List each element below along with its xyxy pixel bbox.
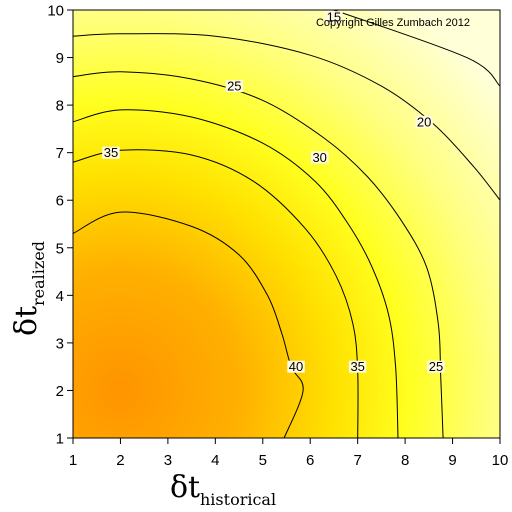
- contour-lines: [73, 10, 500, 438]
- x-tick-label: 1: [69, 452, 77, 469]
- y-tick-label: 8: [56, 98, 64, 115]
- x-tick-label: 2: [116, 452, 124, 469]
- contour-label-bg: [287, 360, 305, 373]
- y-tick-label: 7: [56, 145, 64, 162]
- contour-label-bg: [415, 115, 433, 128]
- y-tick-label: 9: [56, 50, 64, 67]
- y-tick-label: 5: [56, 240, 64, 257]
- contour-label-bg: [225, 80, 244, 93]
- copyright-text: Copyright Gilles Zumbach 2012: [316, 17, 470, 29]
- x-tick-label: 8: [401, 452, 409, 469]
- x-tick-label: 5: [259, 452, 267, 469]
- contour-line-30: [73, 109, 399, 438]
- contour-label-15: 15: [327, 10, 341, 25]
- contour-label-bg: [311, 151, 329, 164]
- contour-label-25-1: 25: [227, 79, 241, 94]
- contour-label-35-2: 35: [350, 359, 364, 374]
- x-tick-label: 4: [211, 452, 219, 469]
- x-axis-ticks: 1 2 3 4 5 6 7 8 9 10: [69, 438, 509, 469]
- y-axis-label: δt realized: [9, 241, 48, 336]
- y-tick-label: 10: [47, 3, 64, 20]
- x-tick-label: 7: [353, 452, 361, 469]
- contour-label-bg: [348, 360, 367, 373]
- y-axis-ticks: 1 2 3 4 5 6 7 8 9 10: [47, 3, 73, 448]
- x-axis-label-subscript: historical: [200, 490, 276, 509]
- contour-line-35: [73, 149, 359, 438]
- y-tick-label: 4: [56, 288, 64, 305]
- contour-label-30: 30: [312, 150, 326, 165]
- y-tick-label: 1: [56, 431, 64, 448]
- contour-line-40: [73, 211, 304, 438]
- x-tick-label: 6: [306, 452, 314, 469]
- contour-line-25: [73, 71, 444, 438]
- contour-label-20: 20: [417, 114, 431, 129]
- x-axis-label-symbol: δt: [170, 470, 200, 505]
- contour-label-bg: [427, 360, 445, 373]
- contour-line-20: [73, 33, 500, 201]
- y-tick-label: 2: [56, 383, 64, 400]
- x-axis-label: δt historical: [170, 470, 276, 509]
- contour-labels: 15 20 25 25 30 35 35 40: [102, 10, 445, 374]
- y-axis-label-subscript: realized: [29, 241, 48, 306]
- y-tick-label: 6: [56, 193, 64, 210]
- contour-label-40: 40: [289, 359, 303, 374]
- plot-frame: [72, 9, 501, 439]
- x-tick-label: 3: [164, 452, 172, 469]
- x-tick-label: 9: [448, 452, 456, 469]
- contour-line-15: [333, 10, 500, 87]
- y-tick-label: 3: [56, 335, 64, 352]
- contour-label-35-1: 35: [104, 145, 118, 160]
- y-axis-label-symbol: δt: [9, 306, 44, 336]
- contour-label-bg: [102, 146, 120, 159]
- contour-label-bg: [325, 11, 343, 24]
- x-tick-label: 10: [492, 452, 509, 469]
- contour-label-25-2: 25: [429, 359, 443, 374]
